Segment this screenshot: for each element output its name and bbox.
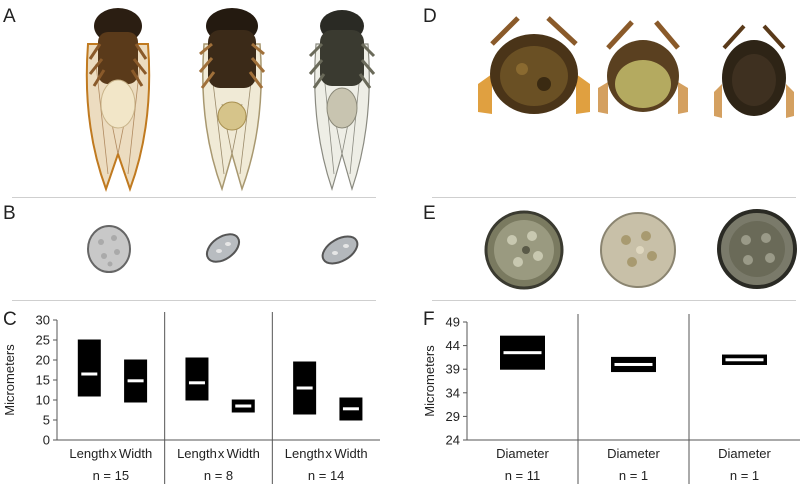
- panel-label-d: D: [423, 6, 437, 27]
- chart-c-x-tick-label: x: [110, 446, 117, 461]
- chart-c-median-line: [81, 372, 98, 376]
- chart-c-y-tick-label: 25: [36, 333, 50, 348]
- chart-f-x-tick-label: Diameter: [607, 446, 660, 461]
- divider-line-b-c: [12, 300, 376, 301]
- spore-photo-1: [87, 225, 131, 273]
- spore-photo-2: [205, 233, 241, 263]
- chart-c-n-label: n = 8: [204, 468, 233, 483]
- chart-f-y-axis-label: Micrometers: [422, 345, 437, 417]
- chart-c-median-line: [342, 407, 359, 411]
- chart-f-median-line: [503, 351, 542, 355]
- chart-c-median-line: [188, 381, 205, 385]
- panel-label-f: F: [423, 309, 435, 330]
- chart-c-y-tick-label: 20: [36, 353, 50, 368]
- chart-c-y-tick-label: 30: [36, 313, 50, 328]
- chart-c-x-tick-label: Length: [69, 446, 109, 461]
- chart-c-box-length: [185, 357, 209, 401]
- abdomen-photo-2: [598, 20, 688, 114]
- resting-spore-photo-3: [717, 209, 797, 289]
- chart-c-box-length: [77, 339, 101, 397]
- chart-c-x-tick-label: Width: [334, 446, 367, 461]
- cicada-specimen-photo-1: [85, 8, 151, 192]
- chart-c-y-tick-label: 5: [43, 413, 50, 428]
- chart-c-median-line: [127, 379, 144, 383]
- chart-f-y-tick-label: 39: [446, 362, 460, 377]
- chart-f-y-tick-label: 49: [446, 315, 460, 330]
- resting-spore-photo-1: [484, 210, 564, 290]
- chart-c-y-tick-label: 0: [43, 433, 50, 448]
- chart-f-n-label: n = 1: [619, 468, 648, 483]
- chart-f-y-tick-label: 24: [446, 433, 460, 448]
- chart-c-x-tick-label: Width: [227, 446, 260, 461]
- chart-f-y-tick-label: 34: [446, 385, 460, 400]
- chart-f-x-tick-label: Diameter: [496, 446, 549, 461]
- chart-c-x-tick-label: Width: [119, 446, 152, 461]
- chart-c-x-tick-label: Length: [285, 446, 325, 461]
- resting-spore-photo-2: [600, 212, 676, 288]
- chart-f-spore-diameter: 24 29 34 39 44 49 Micrometers Diameter n = 11 Dia…: [422, 314, 800, 484]
- chart-c-y-axis-label: Micrometers: [2, 344, 17, 416]
- chart-f-n-label: n = 1: [730, 468, 759, 483]
- chart-c-n-label: n = 15: [93, 468, 130, 483]
- panel-label-a: A: [3, 6, 16, 27]
- chart-c-x-tick-label: x: [326, 446, 333, 461]
- chart-c-x-tick-label: x: [218, 446, 225, 461]
- panel-label-e: E: [423, 203, 436, 224]
- chart-c-median-line: [296, 386, 313, 390]
- spore-photo-3: [321, 235, 359, 265]
- cicada-specimen-photo-2: [198, 8, 266, 192]
- panel-label-c: C: [3, 309, 17, 330]
- panel-label-b: B: [3, 203, 16, 224]
- chart-f-n-label: n = 11: [505, 468, 541, 483]
- chart-c-x-tick-label: Length: [177, 446, 217, 461]
- chart-c-y-tick-label: 10: [36, 393, 50, 408]
- divider-line-e-f: [432, 300, 796, 301]
- divider-line-d-e: [432, 197, 796, 198]
- chart-c-n-label: n = 14: [308, 468, 345, 483]
- chart-c-y-tick-label: 15: [36, 373, 50, 388]
- chart-c-median-line: [235, 404, 252, 408]
- cicada-specimen-photo-3: [308, 10, 376, 192]
- chart-f-x-tick-label: Diameter: [718, 446, 771, 461]
- abdomen-photo-3: [714, 24, 794, 118]
- chart-f-y-tick-label: 44: [446, 338, 460, 353]
- chart-f-median-line: [614, 362, 653, 366]
- abdomen-photo-1: [478, 16, 590, 114]
- chart-f-median-line: [725, 358, 764, 362]
- divider-line-a-b: [12, 197, 376, 198]
- chart-f-y-tick-label: 29: [446, 409, 460, 424]
